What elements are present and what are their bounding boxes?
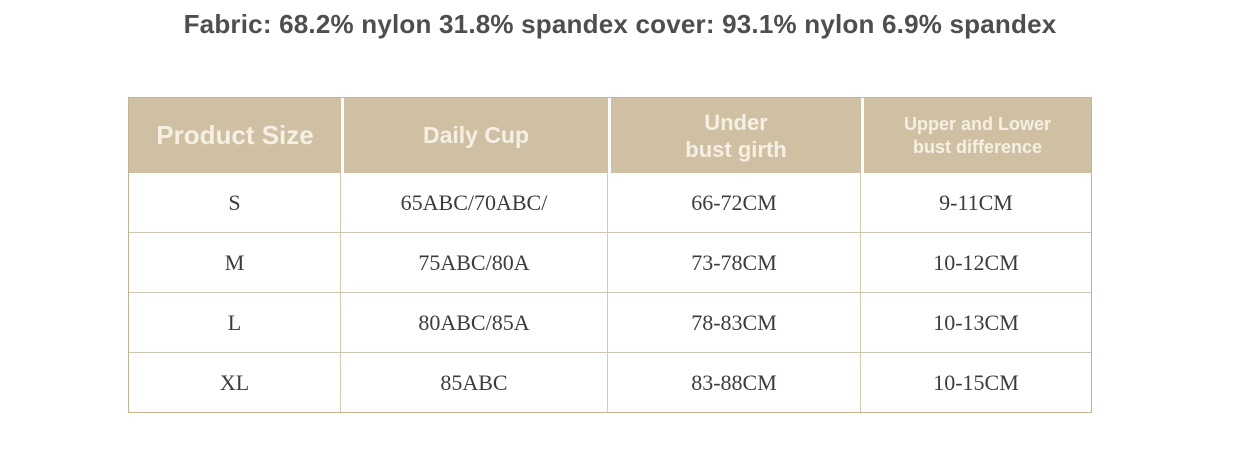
cell-daily-cup: 65ABC/70ABC/: [341, 173, 608, 233]
cell-under-bust: 83-88CM: [608, 353, 861, 412]
cell-daily-cup: 85ABC: [341, 353, 608, 412]
cell-size: L: [129, 293, 341, 353]
size-table-body: S 65ABC/70ABC/ 66-72CM 9-11CM M 75ABC/80…: [129, 173, 1091, 412]
header-bust-difference: Upper and Lower bust difference: [861, 98, 1091, 173]
size-table-head: Product Size Daily Cup Under bust girth …: [129, 98, 1091, 173]
table-row-xl: XL 85ABC 83-88CM 10-15CM: [129, 353, 1091, 412]
header-label: Daily Cup: [422, 122, 530, 148]
table-row-m: M 75ABC/80A 73-78CM 10-12CM: [129, 233, 1091, 293]
cell-difference: 10-15CM: [861, 353, 1091, 412]
size-table: Product Size Daily Cup Under bust girth …: [128, 97, 1092, 413]
header-row: Product Size Daily Cup Under bust girth …: [129, 98, 1091, 173]
cell-difference: 9-11CM: [861, 173, 1091, 233]
header-label-line-1: Under: [704, 109, 768, 135]
cell-under-bust: 73-78CM: [608, 233, 861, 293]
header-under-bust-girth: Under bust girth: [608, 98, 861, 173]
cell-under-bust: 78-83CM: [608, 293, 861, 353]
cell-daily-cup: 75ABC/80A: [341, 233, 608, 293]
table-row-l: L 80ABC/85A 78-83CM 10-13CM: [129, 293, 1091, 353]
cell-difference: 10-12CM: [861, 233, 1091, 293]
cell-size: XL: [129, 353, 341, 412]
header-label: Product Size: [156, 120, 314, 150]
header-label-line-2: bust difference: [912, 136, 1043, 157]
cell-under-bust: 66-72CM: [608, 173, 861, 233]
table-row-s: S 65ABC/70ABC/ 66-72CM 9-11CM: [129, 173, 1091, 233]
cell-size: M: [129, 233, 341, 293]
fabric-composition-title: Fabric: 68.2% nylon 31.8% spandex cover:…: [183, 9, 1057, 39]
header-label-line-1: Upper and Lower: [903, 113, 1051, 134]
header-label-line-2: bust girth: [685, 136, 787, 162]
cell-difference: 10-13CM: [861, 293, 1091, 353]
header-product-size: Product Size: [129, 98, 341, 173]
cell-daily-cup: 80ABC/85A: [341, 293, 608, 353]
header-daily-cup: Daily Cup: [341, 98, 608, 173]
cell-size: S: [129, 173, 341, 233]
